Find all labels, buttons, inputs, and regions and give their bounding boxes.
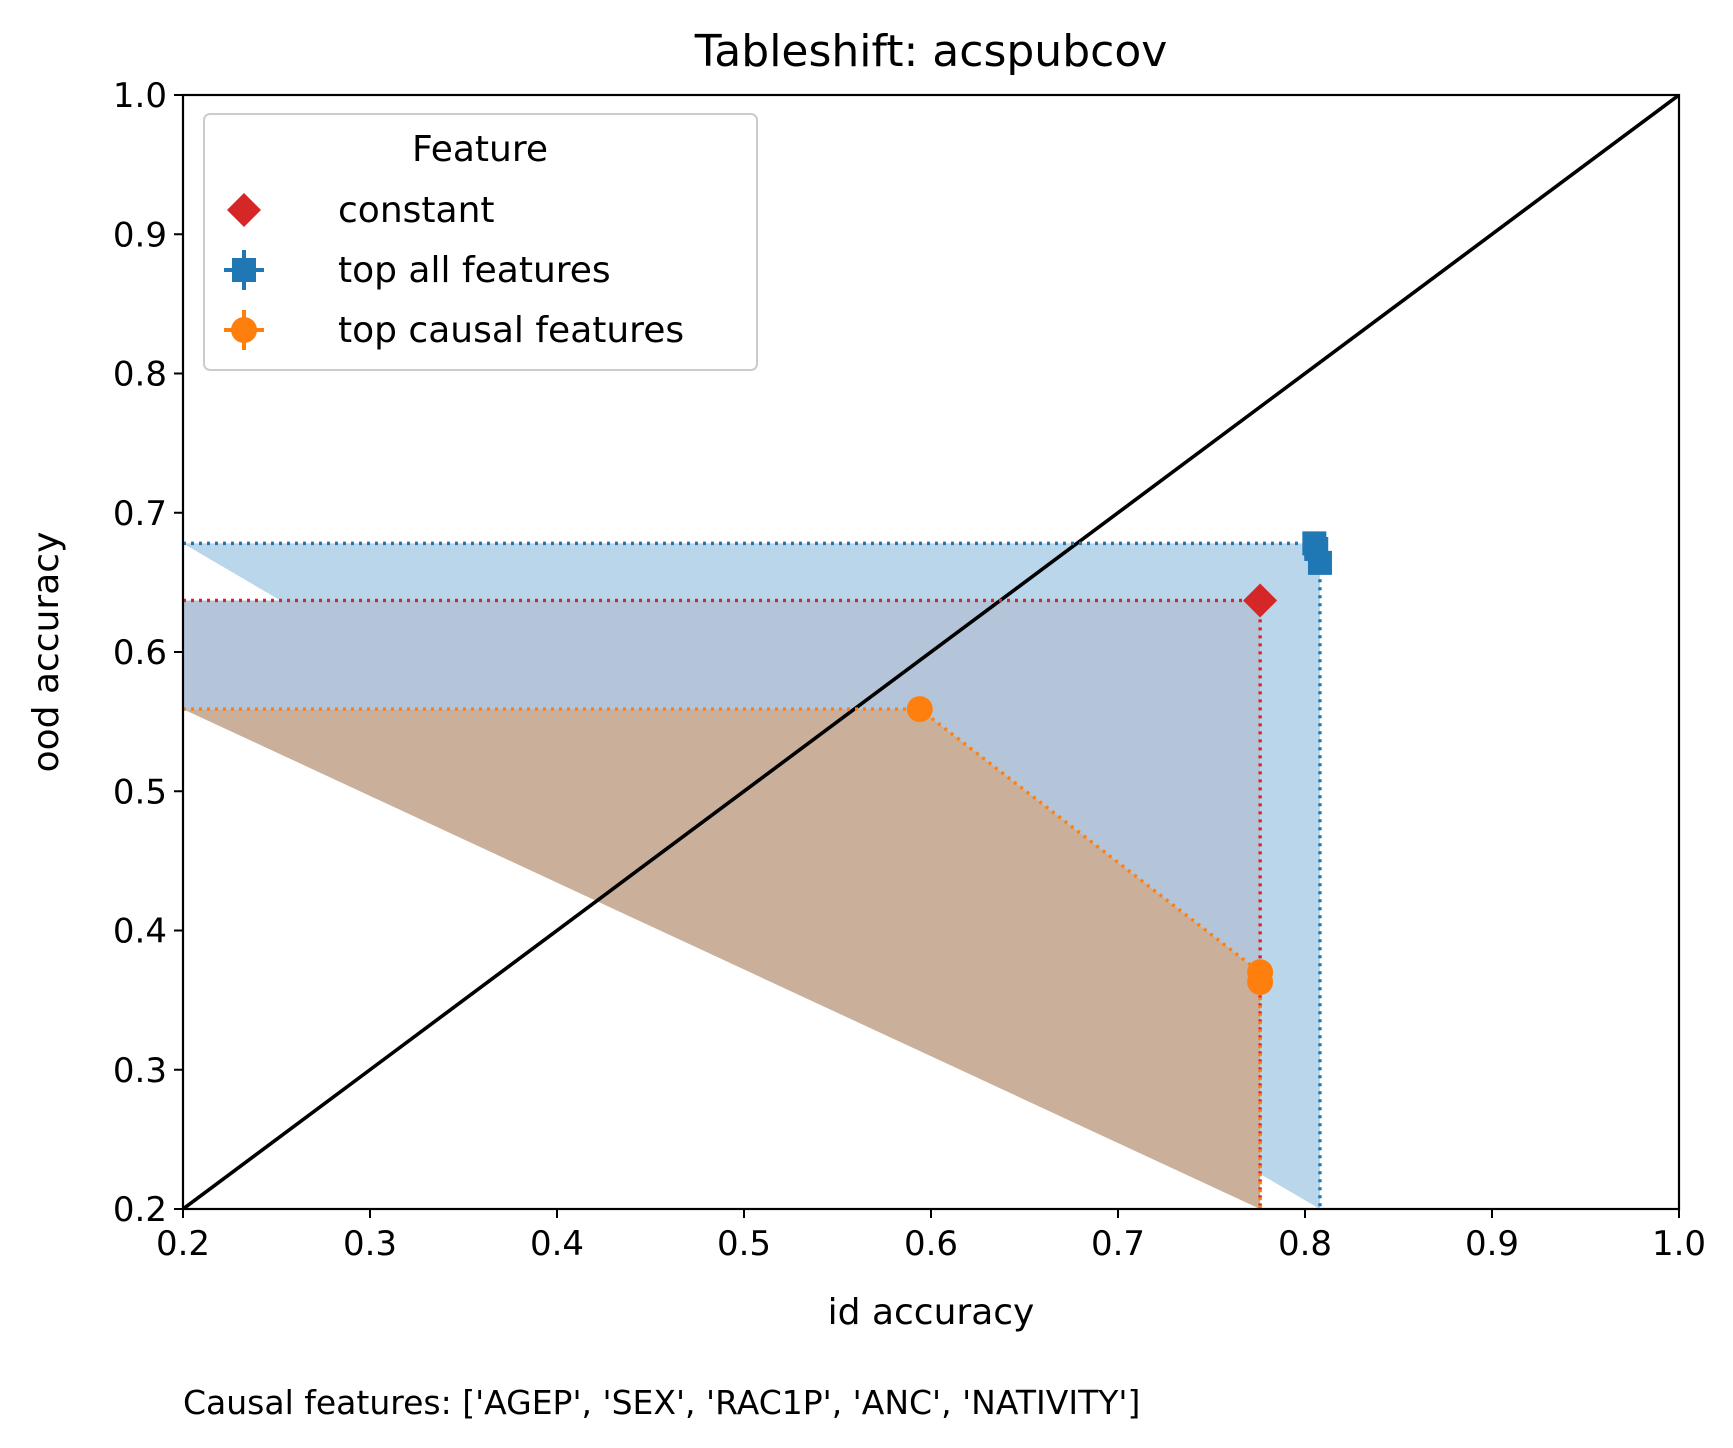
y-tick-label: 0.3 xyxy=(113,1051,167,1091)
x-tick-label: 0.3 xyxy=(343,1224,397,1264)
frontier-top-all-features xyxy=(183,541,1322,1209)
legend-label: top all features xyxy=(338,250,611,291)
legend: Feature constant top all features top caus… xyxy=(203,113,758,371)
chart-title: Tableshift: acspubcov xyxy=(694,26,1168,77)
fill-top-causal-features xyxy=(183,709,1261,1209)
y-tick-label: 0.7 xyxy=(113,494,167,534)
frontier-guide-layer xyxy=(183,541,1322,1209)
legend-marker-top-all-features xyxy=(232,258,256,282)
x-tick-label: 0.7 xyxy=(1091,1224,1145,1264)
y-axis: 0.2 0.3 0.4 0.5 0.6 0.7 0.8 0.9 1.0 xyxy=(113,76,183,1230)
point-constant-0 xyxy=(1243,583,1278,618)
x-axis-label: id accuracy xyxy=(828,1292,1035,1333)
legend-label: constant xyxy=(338,190,495,231)
plot-area xyxy=(183,95,1679,1209)
legend-entry-top-causal-features: top causal features xyxy=(224,310,684,351)
marker-layer xyxy=(906,531,1332,996)
x-tick-label: 0.9 xyxy=(1465,1224,1519,1264)
y-tick-label: 1.0 xyxy=(113,76,167,116)
legend-entry-constant: constant xyxy=(227,190,495,231)
y-tick-label: 0.2 xyxy=(113,1190,167,1230)
legend-label: top causal features xyxy=(338,310,684,351)
x-tick-label: 0.8 xyxy=(1278,1224,1332,1264)
x-tick-label: 0.6 xyxy=(904,1224,958,1264)
legend-entry-top-all-features: top all features xyxy=(224,250,611,291)
x-tick-label: 1.0 xyxy=(1652,1224,1706,1264)
legend-box xyxy=(203,113,758,371)
point-top-causal-features-0 xyxy=(906,696,933,723)
y-tick-label: 0.9 xyxy=(113,215,167,255)
frontier-fill-layer xyxy=(183,543,1320,1209)
legend-marker-constant xyxy=(227,193,261,227)
causal-features-footnote: Causal features: ['AGEP', 'SEX', 'RAC1P'… xyxy=(183,1383,1140,1422)
legend-marker-top-causal-features xyxy=(231,317,257,343)
diagonal-line xyxy=(183,95,1679,1209)
diagonal-layer xyxy=(183,95,1679,1209)
y-tick-label: 0.5 xyxy=(113,772,167,812)
point-top-causal-features-2 xyxy=(1247,969,1274,996)
x-tick-label: 0.2 xyxy=(156,1224,210,1264)
y-tick-label: 0.8 xyxy=(113,355,167,395)
legend-title: Feature xyxy=(412,129,548,170)
legend-entries: constant top all features top causal featu… xyxy=(224,190,684,351)
fill-overlap xyxy=(183,600,1261,983)
x-tick-label: 0.4 xyxy=(530,1224,584,1264)
x-tick-label: 0.5 xyxy=(717,1224,771,1264)
point-top-all-features-2 xyxy=(1307,550,1332,575)
x-axis: 0.2 0.3 0.4 0.5 0.6 0.7 0.8 0.9 1.0 xyxy=(156,1209,1706,1264)
y-tick-label: 0.6 xyxy=(113,633,167,673)
y-tick-label: 0.4 xyxy=(113,912,167,952)
y-axis-label: ood accuracy xyxy=(26,532,67,773)
